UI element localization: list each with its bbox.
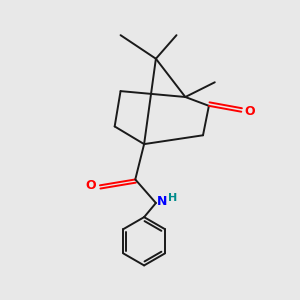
Text: O: O (245, 105, 255, 118)
Text: O: O (86, 179, 96, 192)
Text: H: H (168, 193, 177, 203)
Text: N: N (158, 195, 168, 208)
